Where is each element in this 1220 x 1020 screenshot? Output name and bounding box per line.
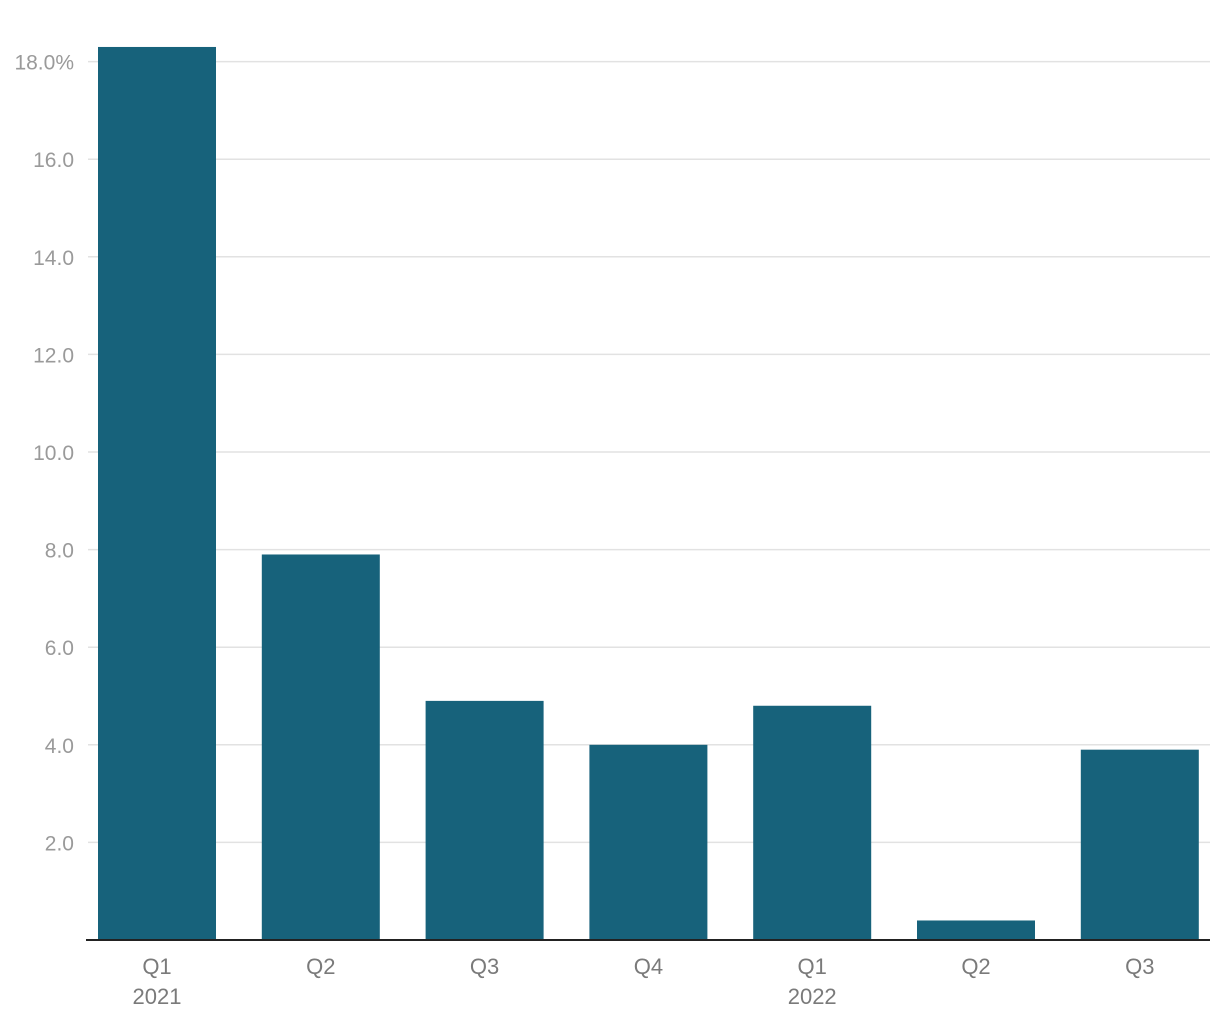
bar — [1080, 749, 1199, 940]
x-tick-label: Q4 — [634, 954, 663, 979]
x-tick-label: Q3 — [1125, 954, 1154, 979]
y-tick-label: 2.0 — [45, 832, 74, 855]
bar — [261, 554, 380, 940]
y-tick-label: 16.0 — [33, 149, 74, 172]
x-tick-label: Q3 — [470, 954, 499, 979]
y-tick-label: 8.0 — [45, 540, 74, 563]
bar — [589, 744, 708, 940]
x-tick-label: Q2 — [961, 954, 990, 979]
x-tick-label: Q2 — [306, 954, 335, 979]
gridlines — [88, 60, 1210, 844]
x-group-label: 2022 — [788, 984, 837, 1009]
bar — [917, 920, 1035, 940]
bar — [425, 700, 544, 940]
bar — [753, 705, 872, 940]
y-tick-label: 14.0 — [33, 247, 74, 270]
y-tick-label: 12.0 — [33, 344, 74, 367]
x-tick-label: Q1 — [798, 954, 827, 979]
y-tick-label: 4.0 — [45, 735, 74, 758]
x-group-label: 2021 — [133, 984, 182, 1009]
x-tick-label: Q1 — [142, 954, 171, 979]
x-axis: Q1 Q2 Q3 Q4 Q1 Q2 Q3 2021 2022 — [133, 954, 1155, 1009]
y-tick-label: 10.0 — [33, 442, 74, 465]
y-tick-label: 6.0 — [45, 637, 74, 660]
y-tick-label: 18.0% — [14, 52, 74, 75]
bars — [98, 46, 1199, 940]
y-axis: 2.0 4.0 6.0 8.0 10.0 12.0 14.0 16.0 18.0% — [14, 52, 74, 856]
bar — [98, 46, 216, 940]
